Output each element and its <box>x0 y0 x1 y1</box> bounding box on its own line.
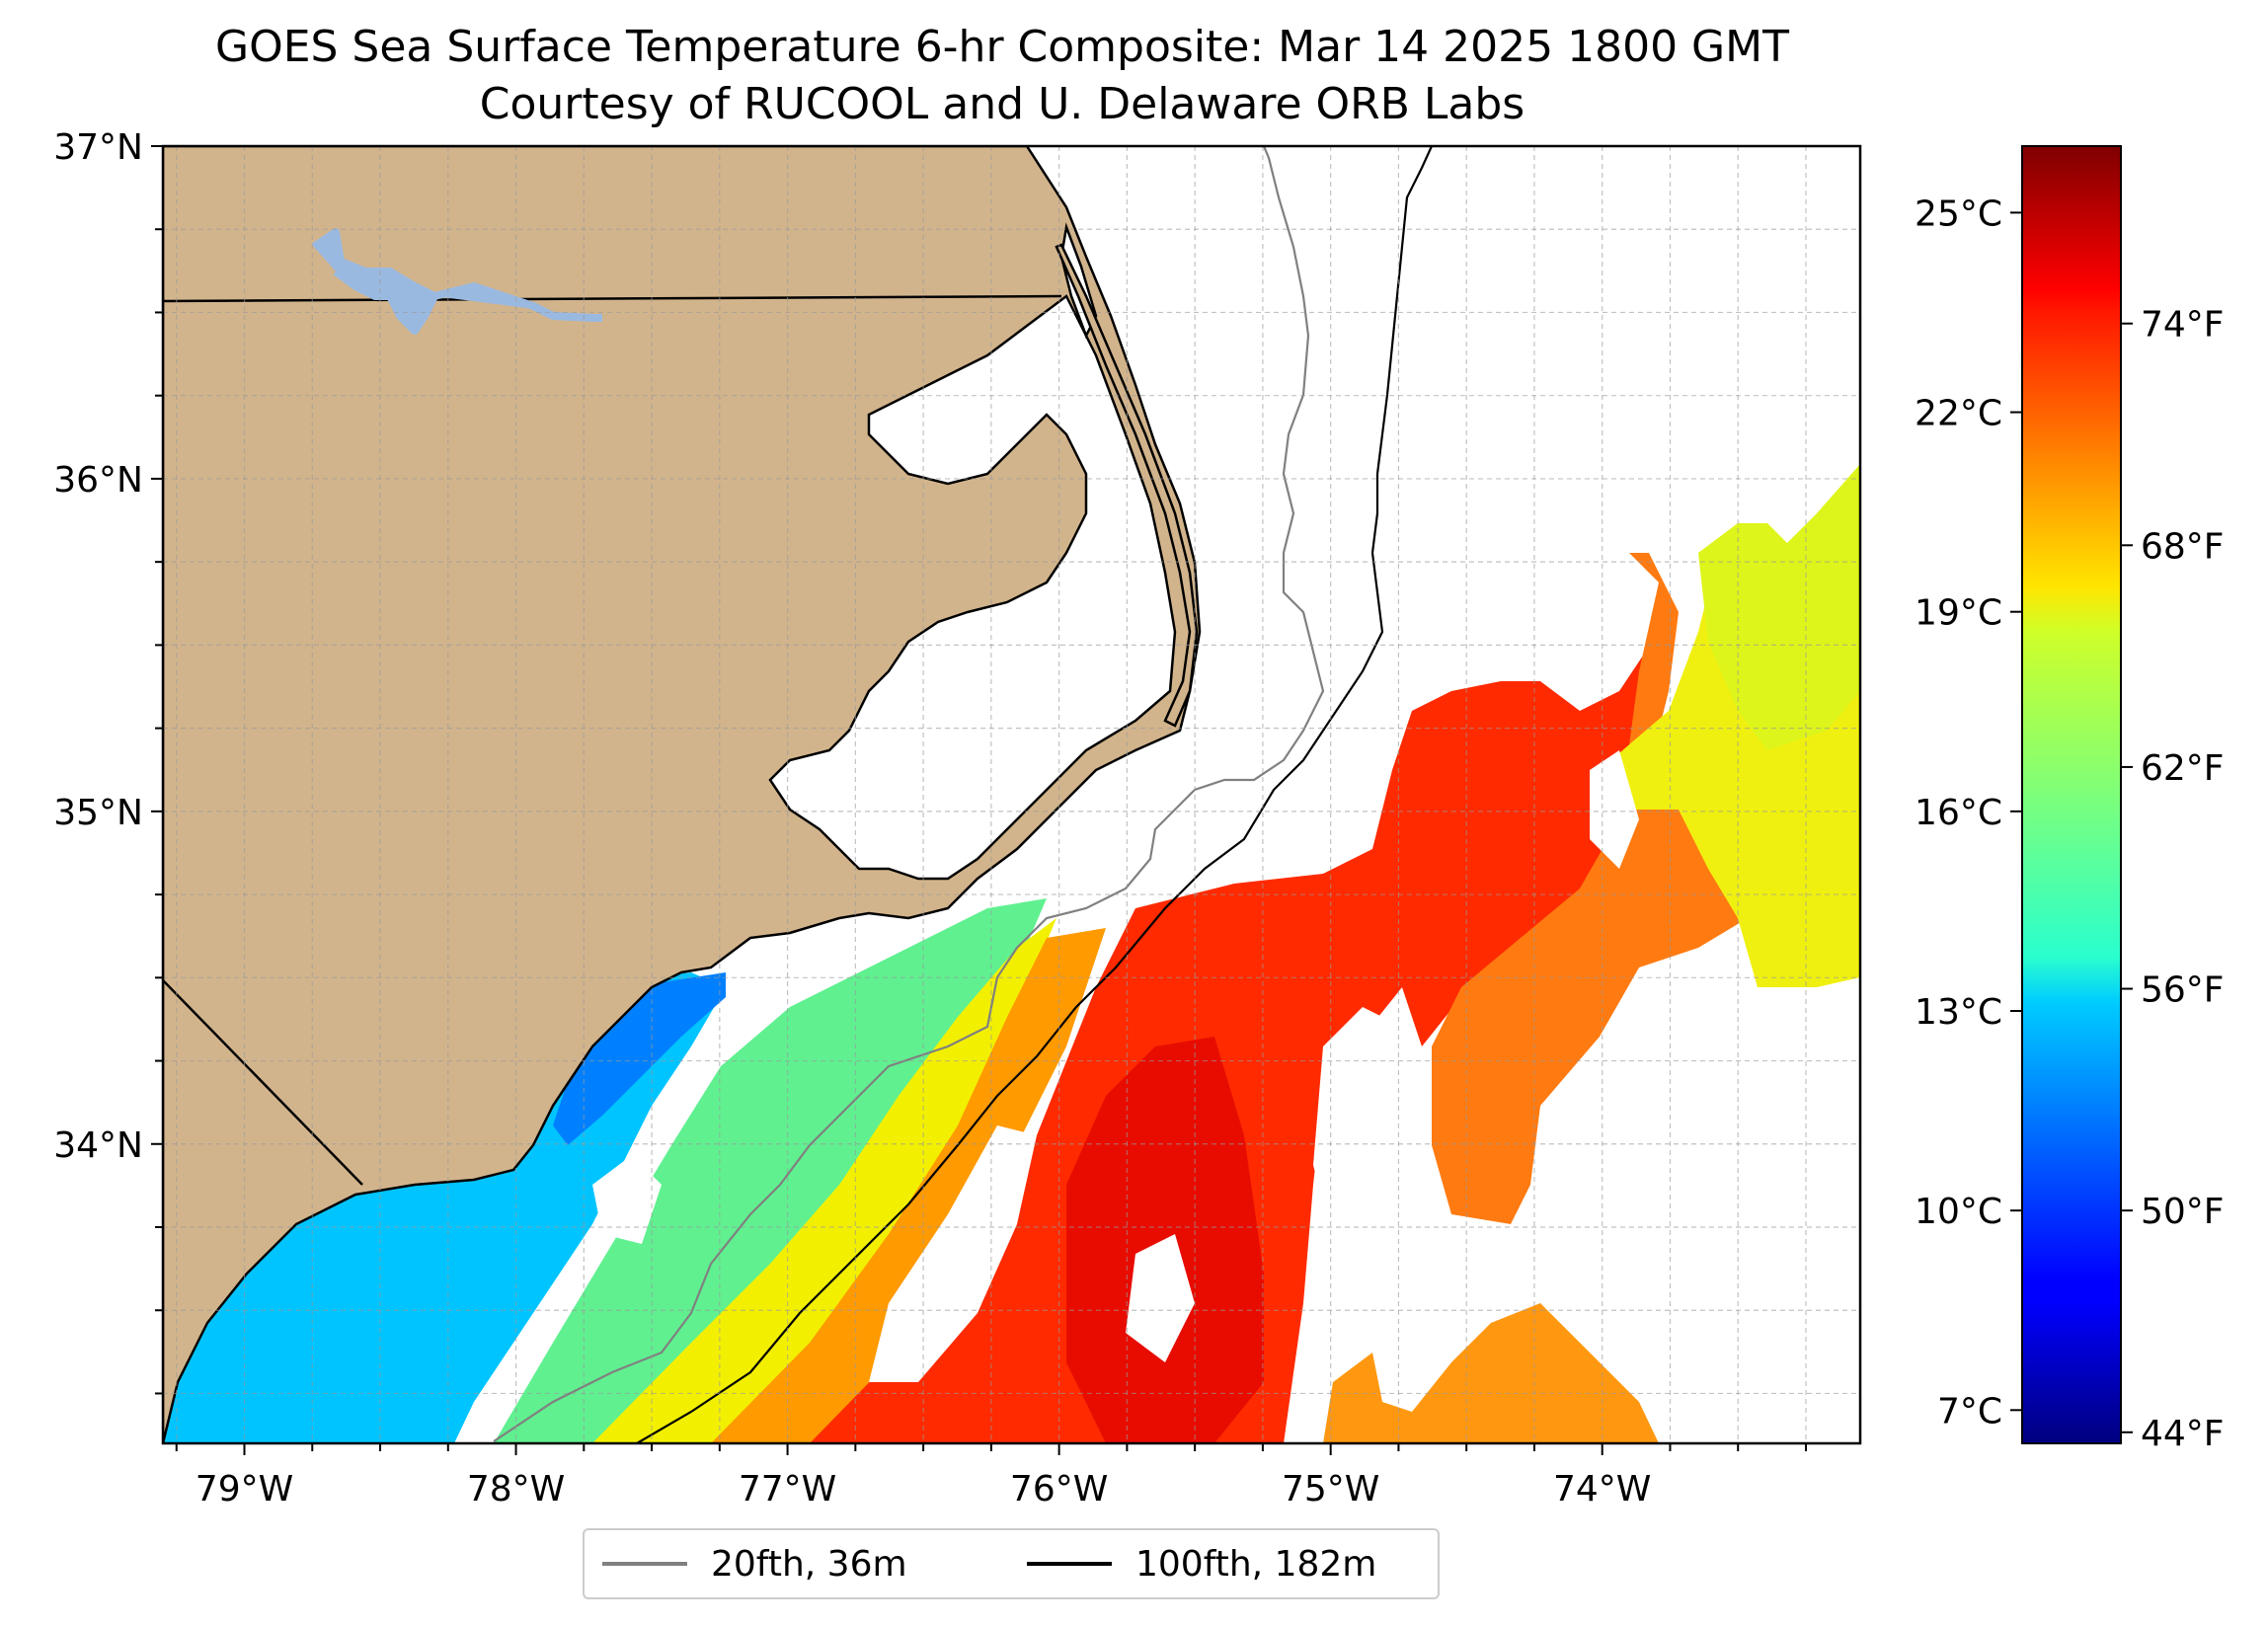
sst-cloud-gap <box>869 1125 1037 1382</box>
isobath-100fth <box>636 146 1434 1443</box>
celsius-tick-label: 7°C <box>1937 1391 2002 1432</box>
lon-tick-label: 74°W <box>1553 1469 1651 1510</box>
albemarle-pamlico-sound <box>768 294 1177 881</box>
outer-banks <box>1055 243 1199 728</box>
celsius-tick-label: 16°C <box>1915 793 2002 833</box>
sst-region-orange-edge <box>711 928 1106 1443</box>
lat-tick-label: 34°N <box>53 1125 143 1166</box>
nc-sc-border <box>163 979 363 1186</box>
celsius-tick-label: 10°C <box>1915 1192 2002 1232</box>
sst-region-yellow-north <box>1698 464 1860 750</box>
sst-field <box>163 464 1860 1443</box>
fahrenheit-tick-label: 50°F <box>2141 1192 2225 1232</box>
sst-cloud-gap <box>1126 1234 1195 1362</box>
sst-cloud-gap <box>592 1155 662 1244</box>
lon-tick-label: 79°W <box>196 1469 293 1510</box>
fahrenheit-tick-label: 62°F <box>2141 748 2225 789</box>
legend-label: 100fth, 182m <box>1135 1543 1377 1585</box>
fahrenheit-tick-label: 68°F <box>2141 526 2225 567</box>
sst-region-orange-offshore <box>1432 553 1748 1224</box>
sst-region-blue-coastal <box>553 972 726 1145</box>
celsius-tick-label: 22°C <box>1915 394 2002 434</box>
legend-label: 20fth, 36m <box>711 1543 907 1585</box>
sst-region-gulfstream <box>810 632 1659 1443</box>
lon-tick-label: 78°W <box>467 1469 565 1510</box>
lon-tick-label: 75°W <box>1282 1469 1379 1510</box>
map-frame <box>161 144 1862 1445</box>
kerr-lake <box>311 228 602 335</box>
isobath-20fth <box>493 146 1325 1442</box>
celsius-tick-label: 13°C <box>1915 992 2002 1033</box>
fahrenheit-tick-label: 56°F <box>2141 970 2225 1011</box>
lat-tick-label: 35°N <box>53 793 143 833</box>
lon-tick-label: 77°W <box>739 1469 836 1510</box>
legend-item-20fth: 20fth, 36m <box>602 1530 907 1597</box>
chart-title: GOES Sea Surface Temperature 6-hr Compos… <box>214 22 1789 72</box>
legend-line-gray <box>602 1562 687 1566</box>
sst-region-green-shelf <box>494 898 1047 1443</box>
celsius-tick-label: 19°C <box>1915 593 2002 634</box>
fahrenheit-tick-label: 44°F <box>2141 1414 2225 1454</box>
sst-region-orange-south-patch <box>1323 1303 1659 1443</box>
lon-tick-label: 76°W <box>1010 1469 1108 1510</box>
legend-line-black <box>1027 1562 1112 1566</box>
sst-cloud-gap <box>1313 1007 1422 1244</box>
celsius-tick-label: 25°C <box>1915 194 2002 234</box>
colorbar-gradient <box>2021 145 2122 1444</box>
lat-tick-label: 37°N <box>53 127 143 168</box>
lat-tick-label: 36°N <box>53 460 143 501</box>
legend-item-100fth: 100fth, 182m <box>1027 1530 1376 1597</box>
fahrenheit-tick-label: 74°F <box>2141 305 2225 346</box>
isobath-legend: 20fth, 36m 100fth, 182m <box>583 1528 1440 1599</box>
chart-subtitle: Courtesy of RUCOOL and U. Delaware ORB L… <box>479 79 1525 129</box>
